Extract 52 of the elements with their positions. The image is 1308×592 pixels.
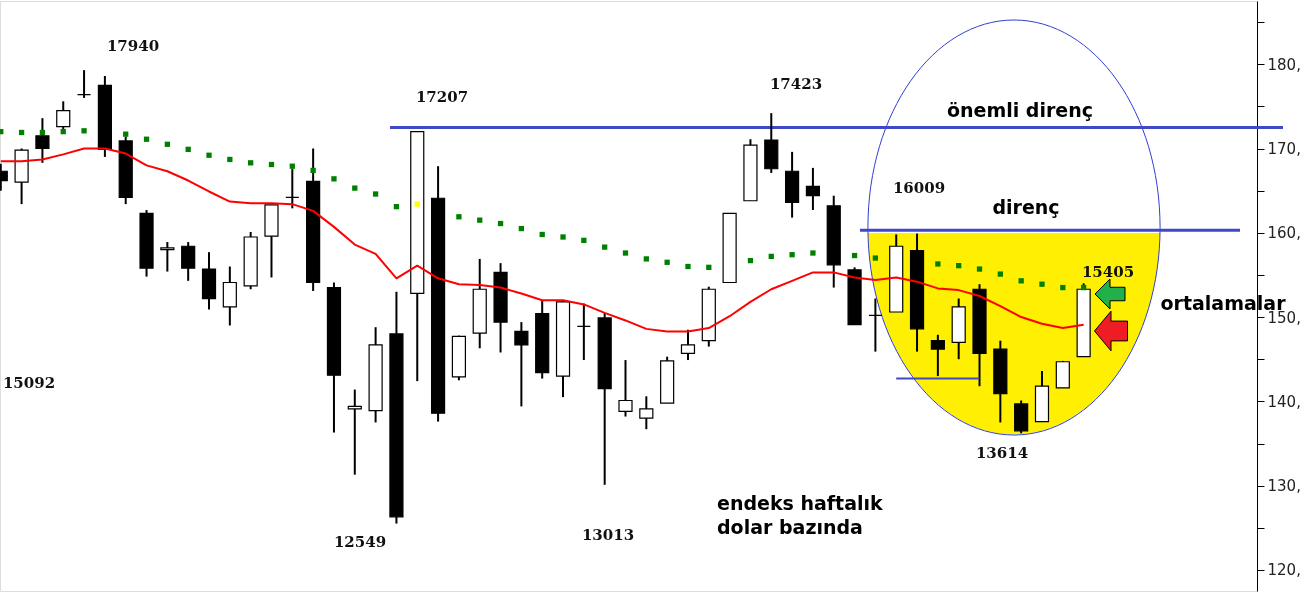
candlestick xyxy=(347,388,362,476)
candlestick xyxy=(639,395,654,431)
y-tick-label: 130, xyxy=(1267,477,1301,496)
candlestick xyxy=(618,359,633,418)
point xyxy=(976,266,983,272)
candlestick xyxy=(930,333,945,378)
candlestick xyxy=(181,241,196,282)
point xyxy=(310,167,316,174)
candlestick xyxy=(576,302,591,362)
candlestick xyxy=(805,166,821,212)
annotation: 15092 xyxy=(2,374,56,392)
point xyxy=(456,214,462,220)
point xyxy=(685,263,691,270)
ref-line-label: direnç xyxy=(992,196,1060,218)
point xyxy=(352,185,358,191)
annotation: 17940 xyxy=(106,37,160,55)
y-tick-label: 140, xyxy=(1267,392,1301,411)
point xyxy=(206,152,212,158)
point xyxy=(997,271,1003,277)
annotation: 13013 xyxy=(581,526,635,544)
point xyxy=(643,256,649,262)
point xyxy=(81,128,87,134)
point xyxy=(372,191,379,197)
candlestick xyxy=(35,117,50,164)
point xyxy=(414,201,420,207)
point xyxy=(810,250,816,256)
point xyxy=(560,234,566,240)
candlestick xyxy=(76,69,92,99)
y-tick-label: 170, xyxy=(1267,140,1301,158)
y-tick-label: 180, xyxy=(1267,55,1301,74)
ref-line-label: önemli direnç xyxy=(946,99,1094,121)
annotation: 16009 xyxy=(892,179,946,197)
point xyxy=(602,244,608,250)
annotation: 12549 xyxy=(333,533,387,551)
annotation: 15405 xyxy=(1081,263,1135,281)
point xyxy=(1039,281,1045,287)
point xyxy=(789,252,795,258)
line-series xyxy=(0,147,1085,333)
annotation: endeks haftalık dolar bazında xyxy=(717,492,883,538)
candlestick xyxy=(160,241,175,273)
point xyxy=(622,250,629,256)
y-tick-label: 160, xyxy=(1267,224,1301,243)
annotation: 13614 xyxy=(975,444,1029,462)
annotation: 17423 xyxy=(769,75,823,93)
point xyxy=(477,217,483,223)
candlestick xyxy=(514,321,529,408)
y-tick-label: 120, xyxy=(1267,561,1301,580)
point xyxy=(935,261,941,267)
annotation: 17207 xyxy=(415,88,469,106)
point xyxy=(331,176,337,182)
candlestick xyxy=(868,297,883,353)
point xyxy=(872,255,879,261)
